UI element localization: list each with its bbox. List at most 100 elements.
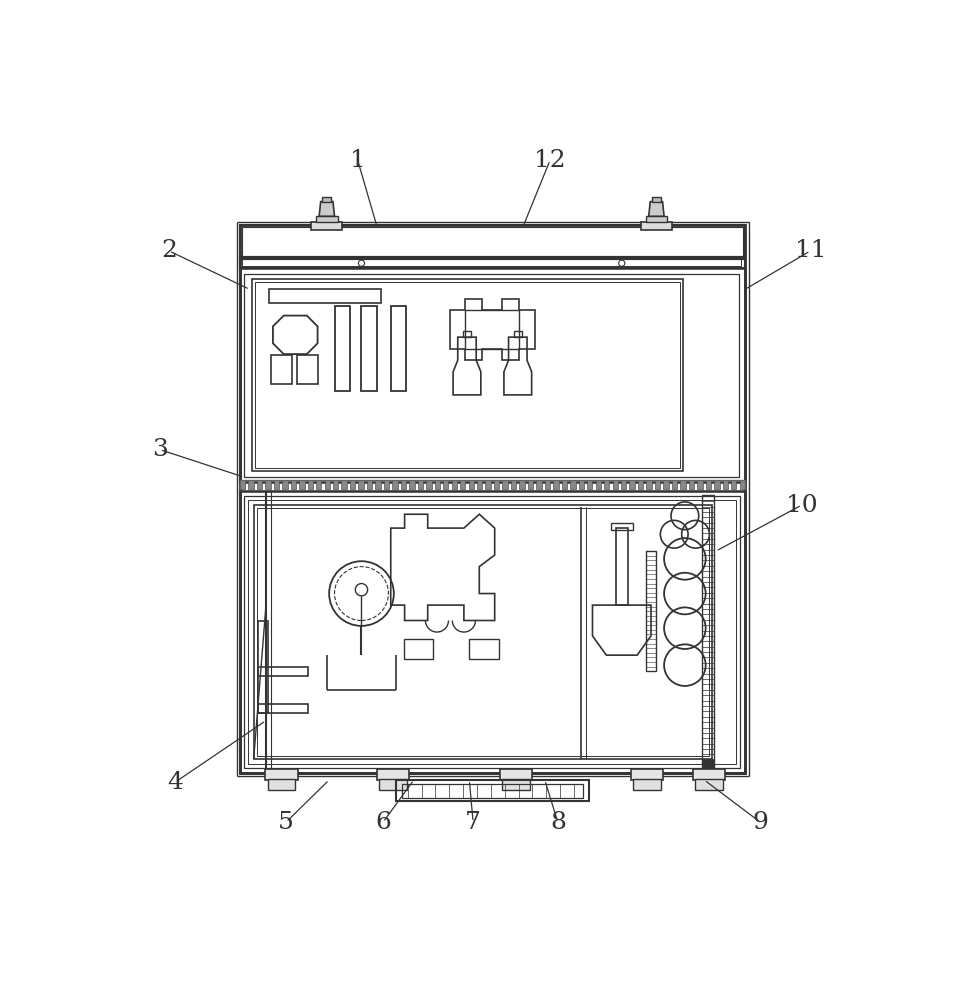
Text: 7: 7 (465, 811, 482, 834)
Bar (680, 480, 686, 489)
Bar (561, 480, 567, 489)
Bar (452, 480, 457, 489)
Bar (443, 480, 449, 489)
Bar (291, 480, 296, 489)
Text: 1: 1 (350, 149, 366, 172)
Bar (240, 491, 745, 773)
Bar (621, 480, 626, 489)
Bar (258, 620, 268, 713)
Bar (242, 259, 742, 266)
Bar (465, 310, 519, 349)
Bar (672, 480, 677, 489)
Bar (265, 769, 298, 780)
Bar (392, 480, 398, 489)
Bar (536, 480, 541, 489)
Bar (634, 779, 661, 790)
Bar (248, 480, 253, 489)
Bar (641, 222, 672, 230)
Bar (342, 480, 347, 489)
Bar (469, 480, 474, 489)
Bar (311, 222, 342, 230)
Bar (740, 480, 745, 489)
Bar (379, 779, 407, 790)
Bar (257, 508, 709, 756)
Bar (579, 480, 584, 489)
Bar (334, 306, 350, 391)
Bar (604, 480, 610, 489)
Bar (418, 480, 423, 489)
Bar (248, 500, 736, 764)
Bar (702, 495, 715, 768)
Bar (545, 480, 550, 489)
Bar (469, 639, 499, 659)
Bar (494, 480, 499, 489)
Bar (273, 480, 279, 489)
Bar (587, 480, 592, 489)
Bar (731, 480, 737, 489)
Bar (391, 306, 406, 391)
Bar (268, 779, 296, 790)
Bar (702, 759, 715, 768)
Bar (652, 197, 661, 202)
Bar (706, 480, 711, 489)
Bar (460, 480, 465, 489)
Bar (282, 480, 288, 489)
Bar (323, 197, 331, 202)
Bar (325, 480, 330, 489)
Bar (255, 282, 680, 468)
Bar (503, 480, 508, 489)
Text: 9: 9 (752, 811, 768, 834)
Bar (631, 769, 664, 780)
Bar (240, 225, 745, 773)
Text: 3: 3 (152, 438, 168, 461)
Bar (570, 480, 576, 489)
Bar (396, 780, 588, 801)
Bar (358, 480, 364, 489)
Bar (401, 480, 406, 489)
Bar (463, 331, 471, 337)
Bar (384, 480, 389, 489)
Bar (427, 480, 431, 489)
Text: 12: 12 (534, 149, 566, 172)
Bar (689, 480, 694, 489)
Bar (510, 480, 516, 489)
Bar (377, 769, 409, 780)
Bar (697, 480, 703, 489)
Bar (376, 480, 380, 489)
Bar (402, 784, 584, 798)
Text: 2: 2 (161, 239, 177, 262)
Bar (638, 480, 643, 489)
Bar (655, 480, 661, 489)
Bar (630, 480, 635, 489)
Text: 4: 4 (168, 771, 183, 794)
Bar (409, 480, 415, 489)
Bar (253, 505, 712, 759)
Bar (245, 496, 740, 768)
Bar (240, 225, 745, 259)
Bar (403, 639, 433, 659)
Bar (316, 216, 338, 222)
Bar (257, 480, 262, 489)
Bar (252, 279, 684, 471)
Text: 10: 10 (786, 493, 818, 516)
Bar (258, 704, 308, 713)
Bar (695, 779, 722, 790)
Bar (240, 257, 745, 268)
Bar (333, 480, 338, 489)
Bar (240, 268, 745, 482)
Text: 6: 6 (376, 811, 391, 834)
Bar (611, 523, 633, 530)
Bar (307, 480, 313, 489)
Bar (612, 480, 618, 489)
Bar (528, 480, 534, 489)
Bar (553, 480, 559, 489)
Bar (242, 227, 742, 256)
Bar (664, 480, 668, 489)
Bar (245, 274, 739, 477)
Bar (265, 480, 271, 489)
Bar (367, 480, 373, 489)
Bar (615, 528, 628, 605)
Polygon shape (649, 202, 664, 216)
Bar (514, 331, 522, 337)
Bar (477, 480, 482, 489)
